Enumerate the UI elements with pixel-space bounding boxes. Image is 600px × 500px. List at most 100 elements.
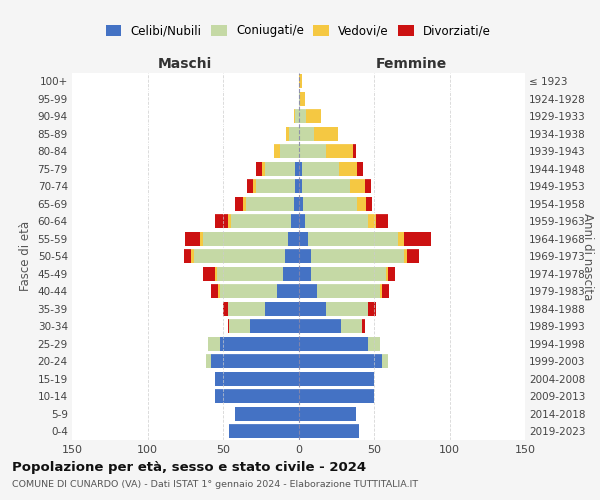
Bar (265, 302, 299, 316)
Bar (299, 214, 305, 228)
Bar (256, 162, 262, 176)
Bar (299, 319, 341, 334)
Bar (303, 196, 358, 211)
Bar (299, 354, 382, 368)
Bar (299, 109, 306, 124)
Bar (256, 179, 295, 194)
Bar (299, 372, 374, 386)
Bar (294, 196, 299, 211)
Bar (220, 336, 299, 351)
Bar (265, 162, 295, 176)
Bar (211, 354, 299, 368)
Bar (294, 109, 295, 124)
Bar (376, 214, 388, 228)
Bar (223, 302, 227, 316)
Bar (367, 196, 373, 211)
Bar (350, 179, 365, 194)
Bar (215, 266, 217, 281)
Y-axis label: Fasce di età: Fasce di età (19, 221, 32, 292)
Bar (302, 162, 339, 176)
Bar (288, 232, 299, 246)
Bar (227, 214, 230, 228)
Bar (302, 179, 350, 194)
Bar (191, 249, 194, 264)
Bar (299, 284, 317, 298)
Bar (299, 232, 308, 246)
Bar (215, 214, 227, 228)
Bar (326, 144, 353, 158)
Bar (311, 266, 386, 281)
Bar (308, 232, 398, 246)
Bar (262, 162, 265, 176)
Bar (365, 179, 371, 194)
Bar (285, 249, 299, 264)
Bar (295, 162, 299, 176)
Bar (299, 162, 302, 176)
Bar (386, 266, 388, 281)
Text: Maschi: Maschi (158, 56, 212, 70)
Bar (235, 196, 242, 211)
Bar (299, 424, 359, 438)
Bar (299, 389, 374, 404)
Bar (217, 266, 283, 281)
Bar (299, 266, 311, 281)
Bar (358, 162, 364, 176)
Bar (295, 109, 299, 124)
Text: Femmine: Femmine (376, 56, 448, 70)
Bar (311, 249, 404, 264)
Bar (247, 179, 253, 194)
Bar (230, 214, 291, 228)
Text: Popolazione per età, sesso e stato civile - 2024: Popolazione per età, sesso e stato civil… (12, 461, 366, 474)
Bar (398, 232, 404, 246)
Bar (245, 196, 294, 211)
Bar (299, 74, 302, 88)
Bar (305, 214, 368, 228)
Bar (200, 232, 203, 246)
Bar (299, 406, 356, 421)
Bar (341, 319, 362, 334)
Bar (362, 319, 365, 334)
Bar (220, 284, 277, 298)
Bar (283, 266, 299, 281)
Bar (203, 232, 288, 246)
Bar (229, 424, 299, 438)
Bar (215, 372, 299, 386)
Bar (299, 336, 368, 351)
Bar (291, 214, 299, 228)
Bar (194, 249, 285, 264)
Bar (382, 354, 388, 368)
Bar (299, 302, 326, 316)
Bar (388, 266, 395, 281)
Bar (299, 179, 302, 194)
Bar (299, 249, 311, 264)
Bar (277, 284, 299, 298)
Legend: Celibi/Nubili, Coniugati/e, Vedovi/e, Divorziati/e: Celibi/Nubili, Coniugati/e, Vedovi/e, Di… (101, 20, 496, 42)
Bar (211, 284, 218, 298)
Bar (339, 162, 358, 176)
Bar (185, 232, 200, 246)
Bar (300, 92, 305, 106)
Bar (380, 284, 382, 298)
Bar (299, 126, 314, 141)
Bar (227, 319, 229, 334)
Bar (203, 266, 215, 281)
Bar (295, 179, 299, 194)
Bar (206, 354, 211, 368)
Bar (286, 126, 289, 141)
Bar (215, 389, 299, 404)
Bar (184, 249, 191, 264)
Bar (242, 196, 245, 211)
Bar (235, 406, 299, 421)
Bar (314, 126, 338, 141)
Bar (299, 92, 300, 106)
Bar (306, 109, 321, 124)
Bar (317, 284, 380, 298)
Bar (299, 196, 303, 211)
Bar (250, 319, 299, 334)
Text: COMUNE DI CUNARDO (VA) - Dati ISTAT 1° gennaio 2024 - Elaborazione TUTTITALIA.IT: COMUNE DI CUNARDO (VA) - Dati ISTAT 1° g… (12, 480, 418, 489)
Bar (353, 144, 356, 158)
Bar (358, 196, 367, 211)
Bar (368, 336, 380, 351)
Bar (208, 336, 220, 351)
Bar (299, 144, 326, 158)
